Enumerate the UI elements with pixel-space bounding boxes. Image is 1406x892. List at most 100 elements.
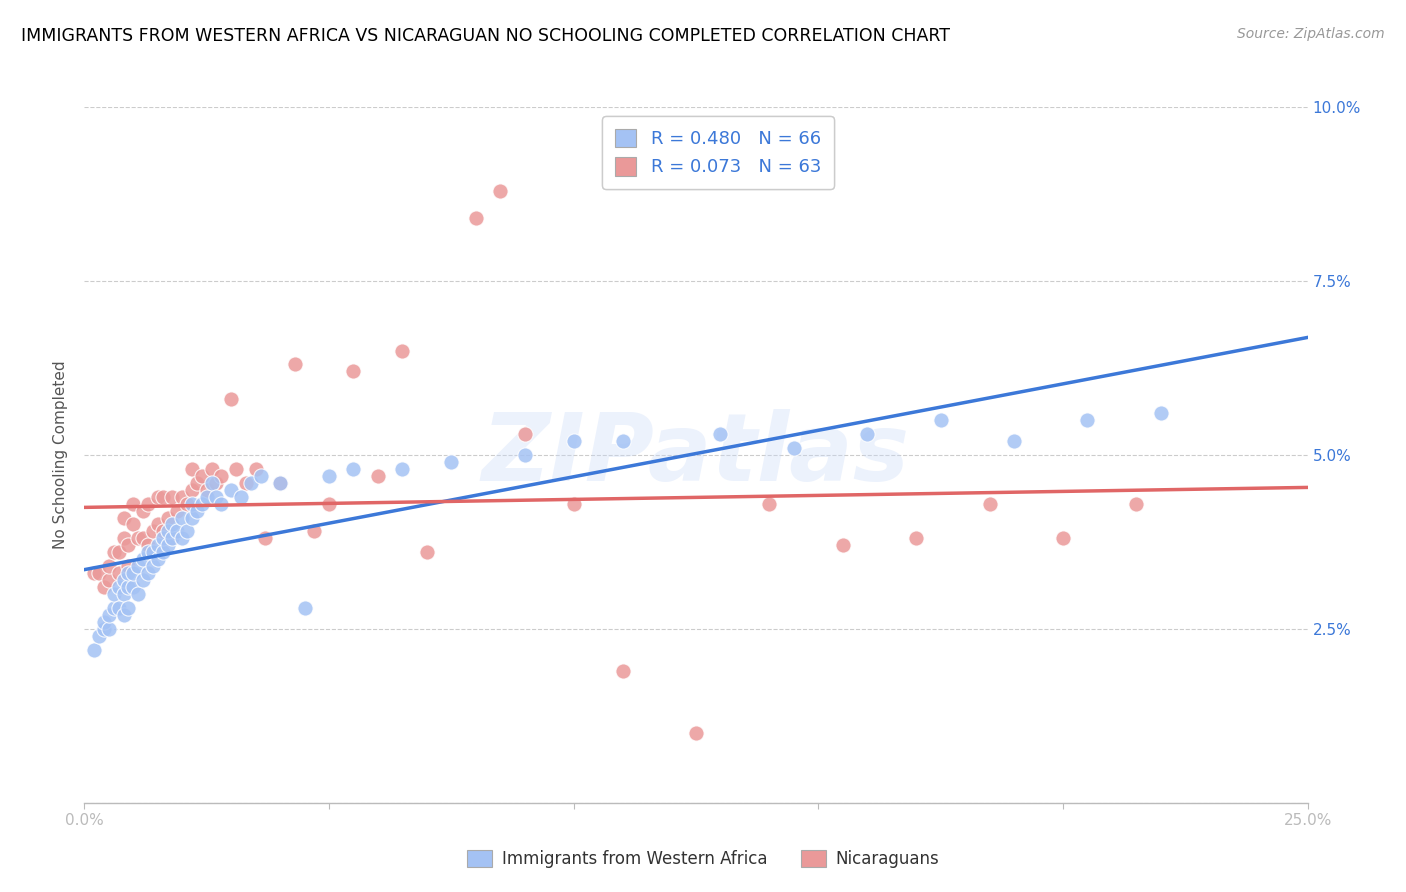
Text: Source: ZipAtlas.com: Source: ZipAtlas.com	[1237, 27, 1385, 41]
Point	[239, 475, 262, 490]
Y-axis label: No Schooling Completed: No Schooling Completed	[53, 360, 69, 549]
Point	[219, 483, 242, 497]
Point	[172, 510, 194, 524]
Point	[929, 413, 952, 427]
Point	[709, 427, 731, 442]
Point	[127, 587, 149, 601]
Text: IMMIGRANTS FROM WESTERN AFRICA VS NICARAGUAN NO SCHOOLING COMPLETED CORRELATION : IMMIGRANTS FROM WESTERN AFRICA VS NICARA…	[21, 27, 950, 45]
Point	[87, 629, 110, 643]
Point	[127, 532, 149, 546]
Point	[219, 392, 242, 407]
Point	[249, 468, 271, 483]
Point	[269, 475, 291, 490]
Point	[176, 524, 198, 539]
Point	[136, 497, 159, 511]
Point	[122, 580, 145, 594]
Point	[176, 497, 198, 511]
Point	[562, 497, 585, 511]
Point	[127, 559, 149, 574]
Point	[856, 427, 879, 442]
Point	[284, 358, 307, 372]
Point	[142, 559, 165, 574]
Point	[831, 538, 853, 552]
Point	[112, 532, 135, 546]
Point	[112, 587, 135, 601]
Point	[205, 490, 228, 504]
Point	[146, 490, 169, 504]
Point	[112, 510, 135, 524]
Point	[93, 615, 115, 629]
Point	[97, 559, 120, 574]
Point	[391, 343, 413, 358]
Point	[489, 184, 512, 198]
Legend: R = 0.480   N = 66, R = 0.073   N = 63: R = 0.480 N = 66, R = 0.073 N = 63	[602, 116, 834, 189]
Point	[304, 524, 326, 539]
Point	[107, 566, 129, 581]
Point	[1076, 413, 1098, 427]
Point	[152, 532, 174, 546]
Point	[132, 503, 155, 517]
Point	[107, 601, 129, 615]
Point	[254, 532, 277, 546]
Point	[103, 587, 125, 601]
Point	[97, 573, 120, 587]
Point	[132, 573, 155, 587]
Point	[87, 566, 110, 581]
Point	[181, 510, 204, 524]
Point	[117, 559, 139, 574]
Point	[162, 517, 184, 532]
Point	[107, 545, 129, 559]
Point	[117, 538, 139, 552]
Point	[905, 532, 928, 546]
Point	[209, 497, 232, 511]
Point	[181, 483, 204, 497]
Point	[191, 468, 214, 483]
Point	[229, 490, 252, 504]
Point	[152, 524, 174, 539]
Point	[1125, 497, 1147, 511]
Point	[186, 503, 208, 517]
Point	[117, 580, 139, 594]
Point	[122, 566, 145, 581]
Point	[269, 475, 291, 490]
Point	[156, 510, 179, 524]
Point	[391, 462, 413, 476]
Point	[107, 580, 129, 594]
Point	[783, 441, 806, 455]
Point	[235, 475, 257, 490]
Point	[200, 462, 222, 476]
Point	[1052, 532, 1074, 546]
Point	[156, 524, 179, 539]
Point	[191, 497, 214, 511]
Point	[181, 462, 204, 476]
Point	[367, 468, 389, 483]
Point	[83, 642, 105, 657]
Point	[513, 448, 536, 462]
Point	[440, 455, 463, 469]
Point	[416, 545, 439, 559]
Point	[172, 532, 194, 546]
Point	[162, 490, 184, 504]
Point	[112, 607, 135, 622]
Point	[103, 545, 125, 559]
Point	[146, 538, 169, 552]
Point	[612, 664, 634, 678]
Point	[156, 538, 179, 552]
Point	[513, 427, 536, 442]
Point	[166, 524, 188, 539]
Point	[93, 622, 115, 636]
Point	[117, 566, 139, 581]
Point	[162, 532, 184, 546]
Point	[112, 573, 135, 587]
Point	[166, 503, 188, 517]
Point	[464, 211, 486, 226]
Point	[1002, 434, 1025, 448]
Point	[245, 462, 267, 476]
Point	[146, 552, 169, 566]
Point	[97, 607, 120, 622]
Point	[562, 434, 585, 448]
Point	[318, 468, 340, 483]
Point	[152, 490, 174, 504]
Point	[97, 622, 120, 636]
Point	[117, 601, 139, 615]
